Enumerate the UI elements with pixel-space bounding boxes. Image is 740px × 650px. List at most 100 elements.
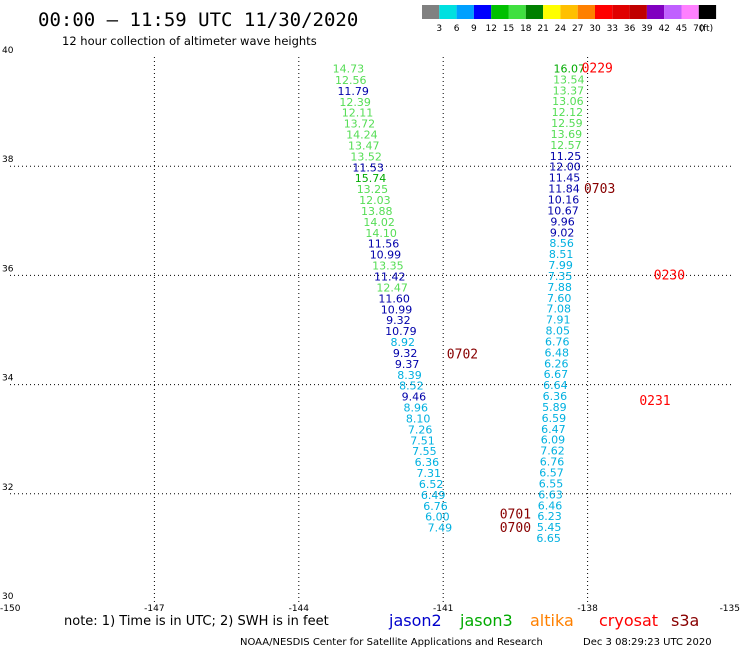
wave-height-value: 8.56: [549, 237, 574, 250]
legend-unit: (ft): [700, 24, 714, 34]
wave-height-value: 8.39: [397, 369, 422, 382]
wave-height-value: 8.10: [406, 412, 431, 425]
pass-time-label: 0230: [654, 268, 685, 283]
wave-height-value: 6.00: [425, 511, 450, 524]
wave-height-value: 5.89: [542, 401, 567, 414]
legend-swatch: [456, 5, 474, 19]
wave-height-value: 6.48: [545, 346, 570, 359]
footer-timestamp: Dec 3 08:29:23 UTC 2020: [583, 637, 712, 648]
legend-swatch: [577, 5, 595, 19]
wave-height-value: 9.02: [550, 226, 575, 239]
wave-height-value: 6.55: [539, 477, 564, 490]
legend-swatch: [612, 5, 630, 19]
wave-height-value: 7.55: [412, 445, 437, 458]
wave-height-value: 14.73: [333, 62, 365, 75]
wave-height-value: 6.47: [541, 423, 566, 436]
wave-height-value: 6.76: [423, 500, 448, 513]
color-legend: 3 6 9 12 15 18 21 24 27 30 33 36 39 42 45 70(ft): [422, 5, 717, 34]
wave-height-value: 11.53: [352, 161, 384, 174]
wave-height-value: 8.52: [399, 380, 424, 393]
wave-height-value: 10.99: [370, 249, 402, 262]
y-tick-label: 40: [2, 46, 14, 56]
chart-title: 00:00 – 11:59 UTC 11/30/2020: [38, 9, 358, 31]
x-tick-label: -144: [289, 604, 310, 614]
wave-height-value: 11.42: [374, 270, 406, 283]
units-note: note: 1) Time is in UTC; 2) SWH is in fe…: [64, 614, 329, 629]
wave-height-value: 14.02: [363, 216, 395, 229]
x-tick-label: -141: [433, 604, 453, 614]
wave-height-value: 8.05: [546, 325, 571, 338]
satellite-name-cryosat: cryosat: [599, 611, 658, 630]
legend-swatch: [508, 5, 526, 19]
wave-height-values: 14.7312.5611.7912.3912.1113.7214.2413.47…: [333, 62, 585, 545]
x-tick-label: -150: [0, 604, 21, 614]
wave-height-value: 12.59: [551, 117, 583, 130]
wave-height-value: 9.37: [395, 358, 420, 371]
legend-label: 9: [471, 24, 477, 34]
wave-height-value: 13.88: [361, 205, 393, 218]
legend-label: 15: [503, 24, 514, 34]
wave-height-value: 11.60: [378, 292, 410, 305]
chart-subtitle: 12 hour collection of altimeter wave hei…: [62, 34, 317, 48]
wave-height-value: 8.96: [404, 402, 429, 415]
x-tick-label: -138: [577, 604, 598, 614]
legend-label: 12: [485, 24, 496, 34]
wave-height-value: 10.67: [547, 204, 579, 217]
wave-height-value: 12.00: [549, 161, 581, 174]
legend-swatch: [543, 5, 561, 19]
wave-height-value: 13.35: [372, 260, 404, 273]
satellite-name-s3a: s3a: [671, 611, 699, 630]
pass-time-label: 0231: [639, 394, 670, 409]
legend-label: 6: [454, 24, 460, 34]
wave-height-value: 12.57: [550, 139, 582, 152]
wave-height-value: 7.35: [548, 270, 573, 283]
wave-height-value: 8.51: [549, 248, 574, 261]
wave-height-value: 12.47: [376, 281, 408, 294]
wave-height-value: 9.96: [550, 215, 575, 228]
wave-height-value: 11.25: [550, 150, 582, 163]
wave-height-value: 12.11: [342, 107, 374, 120]
legend-swatch: [664, 5, 682, 19]
legend-label: 21: [537, 24, 548, 34]
wave-height-value: 7.62: [540, 445, 565, 458]
legend-swatch: [595, 5, 613, 19]
wave-height-value: 11.84: [548, 183, 580, 196]
pass-time-label: 0703: [584, 182, 615, 197]
wave-height-value: 7.60: [547, 292, 572, 305]
y-tick-label: 34: [2, 374, 14, 384]
wave-height-value: 7.99: [548, 259, 573, 272]
legend-swatch: [439, 5, 457, 19]
wave-height-value: 11.79: [337, 85, 369, 98]
wave-height-value: 12.39: [339, 96, 371, 109]
legend-label: 24: [555, 24, 567, 34]
wave-height-value: 16.07: [554, 62, 586, 75]
wave-height-value: 6.65: [536, 532, 561, 545]
wave-height-value: 13.25: [357, 183, 389, 196]
wave-height-value: 7.91: [546, 314, 571, 327]
wave-height-value: 10.16: [548, 194, 580, 207]
legend-label: 70: [693, 24, 705, 34]
legend-label: 45: [676, 24, 687, 34]
wave-height-value: 15.74: [355, 172, 387, 185]
wave-height-value: 11.56: [368, 238, 400, 251]
pass-time-label: 0701: [500, 508, 531, 523]
wave-height-value: 13.69: [551, 128, 583, 141]
x-tick-label: -147: [144, 604, 164, 614]
wave-height-value: 6.09: [541, 434, 566, 447]
y-tick-label: 36: [2, 264, 14, 274]
legend-label: 33: [607, 24, 618, 34]
wave-height-value: 11.45: [549, 172, 581, 185]
grid-lines: [10, 57, 732, 603]
wave-height-value: 14.24: [346, 129, 378, 142]
wave-height-value: 6.76: [545, 335, 570, 348]
axis-ticks: -150 -147 -144 -141 -138 -135 30 32 34 36 38 40: [0, 46, 740, 614]
pass-time-label: 0702: [447, 348, 478, 363]
wave-height-value: 6.52: [419, 478, 444, 491]
y-tick-label: 32: [2, 483, 13, 493]
wave-height-value: 10.99: [381, 303, 413, 316]
legend-swatch: [525, 5, 544, 19]
legend-label: 3: [436, 24, 442, 34]
wave-height-value: 13.72: [344, 118, 376, 131]
